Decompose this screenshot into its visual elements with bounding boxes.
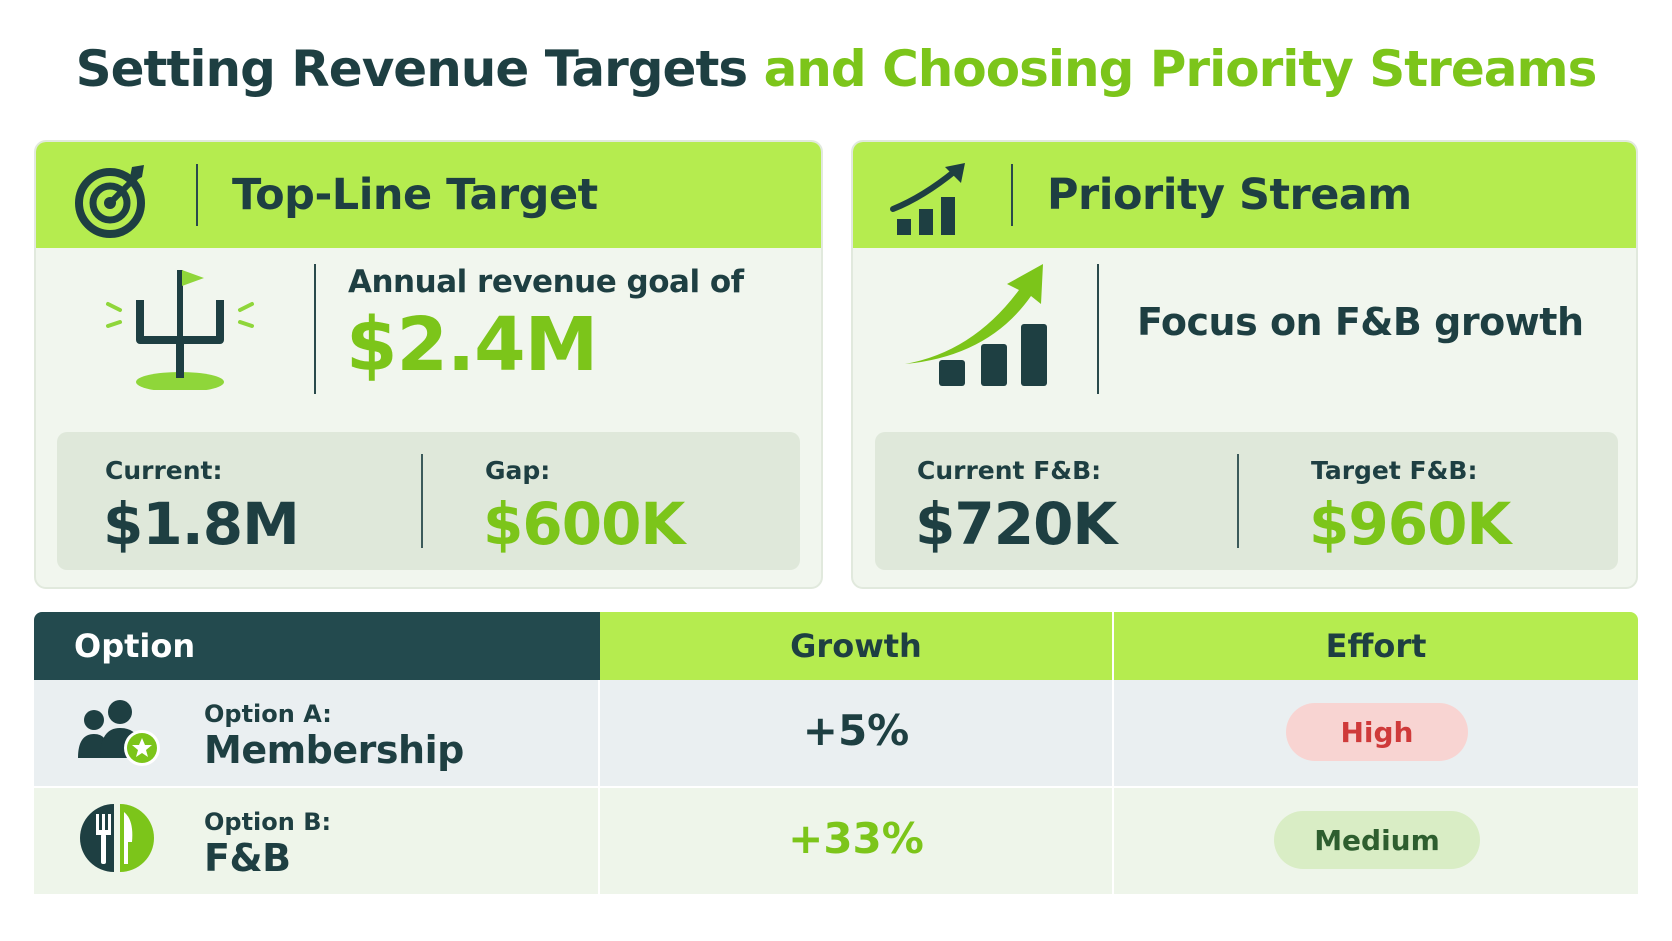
option-prefix: Option A: [204,700,332,728]
stat-value-current: $1.8M [103,490,300,558]
effort-badge-medium: Medium [1274,811,1480,869]
bar-chart-growth-icon [890,163,965,235]
stat-label-target-fb: Target F&B: [1311,456,1478,485]
focus-text: Focus on F&B growth [1137,300,1584,344]
card-header: Top-Line Target [36,142,821,248]
column-header-growth: Growth [600,612,1112,680]
stat-divider [1237,454,1239,548]
hero-divider [314,264,316,394]
top-line-target-card: Top-Line Target Annual revenue goal of $… [34,140,823,589]
goalpost-icon [106,270,254,390]
stat-divider [421,454,423,548]
stat-label-gap: Gap: [485,456,551,485]
stat-label-current-fb: Current F&B: [917,456,1102,485]
goal-label: Annual revenue goal of [348,264,744,300]
priority-stream-card: Priority Stream Focus on F&B growth Curr… [851,140,1638,589]
page-title: Setting Revenue Targets and Choosing Pri… [0,40,1672,98]
header-divider [196,164,198,226]
stats-panel: Current F&B: $720K Target F&B: $960K [875,432,1618,570]
table-row: Option B: F&B +33% Medium [34,788,1638,894]
column-header-effort: Effort [1114,612,1638,680]
growth-arrow-chart-icon [905,264,1047,386]
column-header-option: Option [34,612,600,680]
table-row: Option A: Membership +5% High [34,680,1638,786]
header-divider [1011,164,1013,226]
title-part-green: and Choosing Priority Streams [763,40,1598,98]
title-part-dark: Setting Revenue Targets [75,40,749,98]
stat-value-target-fb: $960K [1309,490,1511,558]
option-name: Membership [204,728,464,772]
stat-value-gap: $600K [483,490,685,558]
target-icon [75,165,145,238]
growth-value: +33% [788,814,924,863]
card-title: Top-Line Target [232,170,598,220]
column-divider [1112,680,1114,786]
card-title: Priority Stream [1047,170,1412,220]
membership-group-icon [78,700,160,766]
option-name: F&B [204,836,291,880]
card-header: Priority Stream [853,142,1636,248]
column-divider [1112,788,1114,894]
stat-label-current: Current: [105,456,223,485]
column-divider [598,788,600,894]
column-divider [598,680,600,786]
options-table: Option Growth Effort Option A: Membershi… [34,612,1638,900]
option-prefix: Option B: [204,808,332,836]
stats-panel: Current: $1.8M Gap: $600K [57,432,800,570]
goal-value: $2.4M [346,302,598,388]
effort-badge-high: High [1286,703,1468,761]
fork-knife-icon [80,804,154,872]
growth-value: +5% [802,706,910,755]
stat-value-current-fb: $720K [915,490,1117,558]
hero-divider [1097,264,1099,394]
